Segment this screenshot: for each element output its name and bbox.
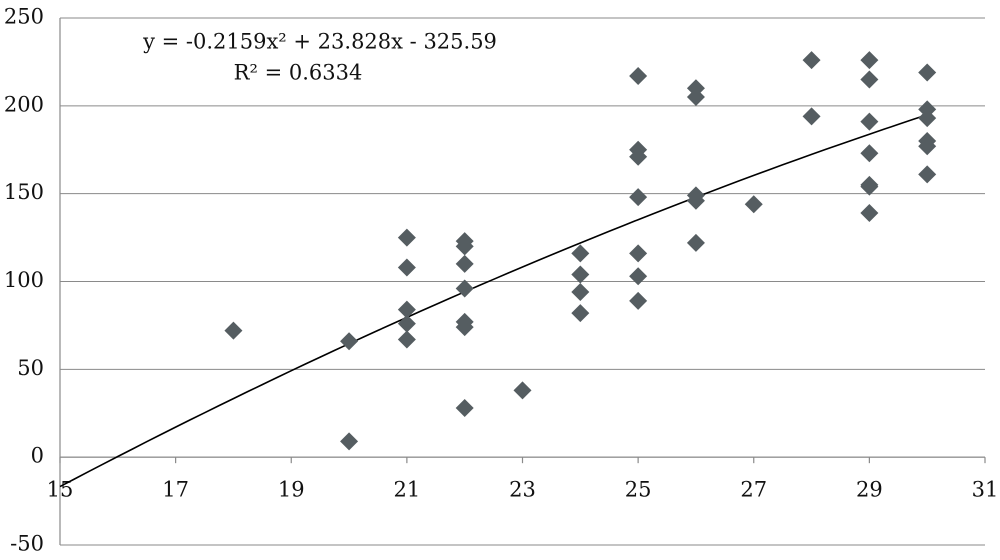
data-point [686, 191, 705, 210]
x-tick-label: 21 [394, 478, 421, 502]
data-point [629, 244, 648, 263]
y-tick-label: 50 [17, 356, 44, 380]
x-tick-label: 23 [509, 478, 536, 502]
data-point [860, 51, 879, 70]
data-point [455, 318, 474, 337]
data-point [397, 258, 416, 277]
data-point [340, 432, 359, 451]
trendline [59, 113, 928, 488]
data-point [397, 330, 416, 349]
x-tick-label: 19 [278, 478, 305, 502]
y-tick-label: 250 [4, 5, 44, 29]
data-point [455, 398, 474, 417]
data-point [629, 188, 648, 207]
data-point [744, 195, 763, 214]
x-tick-label: 25 [625, 478, 652, 502]
data-point [397, 314, 416, 333]
data-point [571, 244, 590, 263]
data-point [860, 203, 879, 222]
data-point [686, 88, 705, 107]
data-point [455, 279, 474, 298]
data-point [397, 228, 416, 247]
data-point [802, 51, 821, 70]
data-point [686, 233, 705, 252]
y-tick-label: 200 [4, 92, 44, 116]
x-tick-label: 17 [162, 478, 189, 502]
y-tick-label: 150 [4, 180, 44, 204]
y-tick-label: -50 [10, 532, 44, 556]
data-point [860, 112, 879, 131]
data-point [629, 267, 648, 286]
data-point [513, 381, 532, 400]
data-point [860, 144, 879, 163]
data-point [918, 165, 937, 184]
data-point [629, 66, 648, 85]
x-tick-label: 31 [972, 478, 999, 502]
data-point [918, 63, 937, 82]
data-point [224, 321, 243, 340]
data-point [918, 137, 937, 156]
r-squared: R² = 0.6334 [234, 61, 363, 85]
data-point [571, 265, 590, 284]
data-point [455, 254, 474, 273]
data-point [455, 237, 474, 256]
data-point [860, 70, 879, 89]
trend-equation: y = -0.2159x² + 23.828x - 325.59 [142, 30, 497, 54]
x-tick-label: 29 [856, 478, 883, 502]
data-point [629, 291, 648, 310]
data-point [802, 107, 821, 126]
data-point [397, 300, 416, 319]
data-point [571, 304, 590, 323]
y-tick-label: 100 [4, 268, 44, 292]
data-point [918, 109, 937, 128]
y-tick-label: 0 [31, 444, 44, 468]
data-point [629, 147, 648, 166]
data-point [340, 332, 359, 351]
data-point [860, 177, 879, 196]
data-point [571, 283, 590, 302]
x-tick-label: 27 [740, 478, 767, 502]
